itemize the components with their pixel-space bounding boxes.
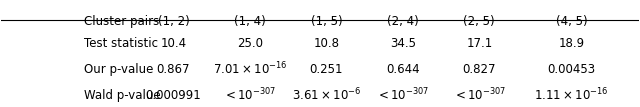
Text: $1.11 \times 10^{-16}$: $1.11 \times 10^{-16}$ xyxy=(534,87,609,103)
Text: 0.827: 0.827 xyxy=(463,63,496,76)
Text: Our p-value: Our p-value xyxy=(84,63,154,76)
Text: 0.251: 0.251 xyxy=(310,63,343,76)
Text: 10.8: 10.8 xyxy=(314,37,339,50)
Text: 25.0: 25.0 xyxy=(237,37,263,50)
Text: $< 10^{-307}$: $< 10^{-307}$ xyxy=(452,87,506,103)
Text: (1, 4): (1, 4) xyxy=(234,15,266,28)
Text: Wald p-value: Wald p-value xyxy=(84,89,161,102)
Text: 17.1: 17.1 xyxy=(466,37,492,50)
Text: (1, 5): (1, 5) xyxy=(310,15,342,28)
Text: 18.9: 18.9 xyxy=(559,37,585,50)
Text: Test statistic: Test statistic xyxy=(84,37,158,50)
Text: 0.644: 0.644 xyxy=(386,63,420,76)
Text: 0.00453: 0.00453 xyxy=(548,63,596,76)
Text: $7.01 \times 10^{-16}$: $7.01 \times 10^{-16}$ xyxy=(212,61,287,77)
Text: (2, 5): (2, 5) xyxy=(463,15,495,28)
Text: $3.61 \times 10^{-6}$: $3.61 \times 10^{-6}$ xyxy=(292,87,361,103)
Text: $< 10^{-307}$: $< 10^{-307}$ xyxy=(223,87,276,103)
Text: (1, 2): (1, 2) xyxy=(157,15,189,28)
Text: (4, 5): (4, 5) xyxy=(556,15,588,28)
Text: $< 10^{-307}$: $< 10^{-307}$ xyxy=(376,87,429,103)
Text: 0.000991: 0.000991 xyxy=(145,89,202,102)
Text: 0.867: 0.867 xyxy=(157,63,190,76)
Text: Cluster pairs: Cluster pairs xyxy=(84,15,159,28)
Text: 34.5: 34.5 xyxy=(390,37,416,50)
Text: 10.4: 10.4 xyxy=(161,37,186,50)
Text: (2, 4): (2, 4) xyxy=(387,15,419,28)
